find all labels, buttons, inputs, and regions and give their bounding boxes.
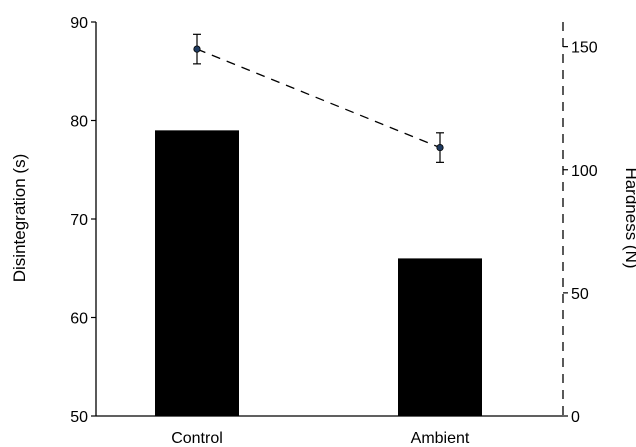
left-y-tick-label: 80 [70,114,88,131]
left-y-tick-label: 60 [70,311,88,328]
hardness-series [193,33,444,163]
hardness-point-ambient [436,143,444,152]
right-y-tick-label: 0 [571,409,580,426]
left-y-tick-label: 50 [70,409,88,426]
right-y-tick-label: 100 [571,163,598,180]
hardness-point-control [193,45,201,53]
ticks: 50 60 70 80 90 0 50 100 150 Control Ambient [70,15,598,447]
bars-layer [155,130,482,416]
right-y-tick-label: 50 [571,286,589,303]
right-y-tick-label: 150 [571,40,598,57]
bar-ambient [398,258,482,416]
left-y-axis-title: Disintegration (s) [10,154,29,283]
x-category-label: Ambient [411,430,470,447]
left-y-tick-label: 90 [70,15,88,32]
bar-control [155,130,239,416]
hardness-line [196,48,441,149]
x-category-label: Control [171,430,223,447]
right-y-axis-title: Hardness (N) [622,167,636,268]
left-y-tick-label: 70 [70,212,88,229]
